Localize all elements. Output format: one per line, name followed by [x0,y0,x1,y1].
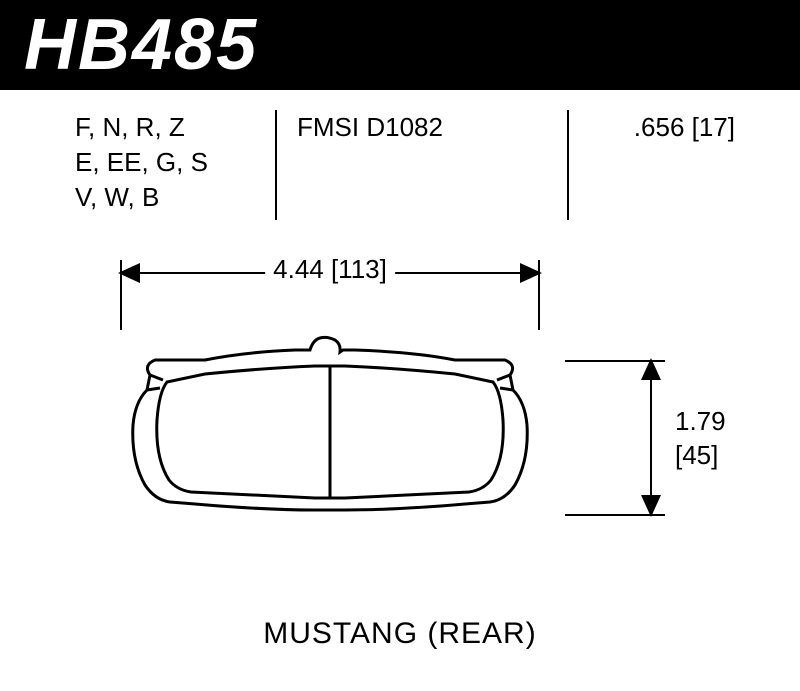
height-label: 1.79 [45] [675,405,726,473]
compounds-col: F, N, R, Z E, EE, G, S V, W, B [75,110,265,220]
part-number: HB485 [24,4,258,86]
compounds-line3: V, W, B [75,180,265,215]
divider-2 [567,110,569,220]
height-label-mm: [45] [675,439,726,473]
diagram-area: 4.44 [113] 1.79 [45] [0,250,800,610]
height-dimension: 1.79 [45] [620,330,780,520]
brake-pad-outline [95,330,565,550]
height-dim-line [650,360,652,515]
header-bar: HB485 [0,0,800,90]
spec-row: F, N, R, Z E, EE, G, S V, W, B FMSI D108… [75,110,735,220]
footer-label: MUSTANG (REAR) [0,617,800,651]
divider-1 [275,110,277,220]
thickness-col: .656 [17] [634,110,735,220]
width-label: 4.44 [113] [265,254,395,285]
compounds-line2: E, EE, G, S [75,145,265,180]
fmsi-code: FMSI D1082 [297,110,547,145]
arrow-up-icon [641,358,661,380]
thickness-value: .656 [17] [634,110,735,145]
arrow-left-icon [118,263,140,283]
arrow-right-icon [520,263,542,283]
width-dimension: 4.44 [113] [120,250,540,300]
fmsi-col: FMSI D1082 [297,110,547,220]
arrow-down-icon [641,495,661,517]
compounds-line1: F, N, R, Z [75,110,265,145]
height-label-in: 1.79 [675,405,726,439]
